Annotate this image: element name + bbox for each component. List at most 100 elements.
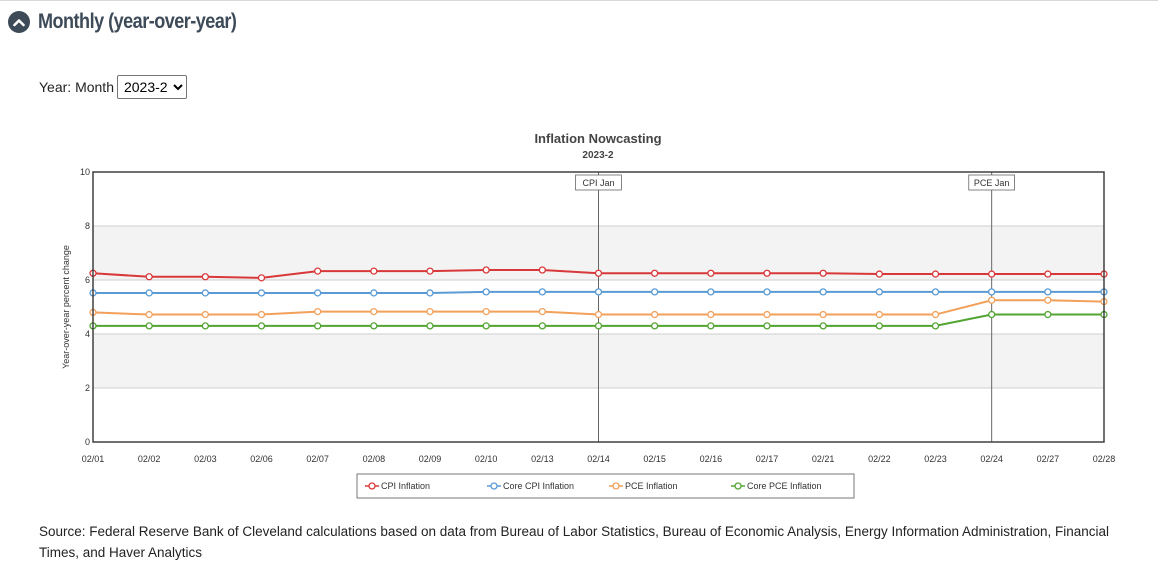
annotation-box [575, 174, 622, 191]
data-point [763, 310, 771, 319]
data-point [201, 322, 209, 330]
data-point [988, 288, 996, 296]
data-point [426, 267, 434, 275]
y-tick-label: 2 [85, 383, 90, 393]
x-tick-label: 02/02 [138, 454, 161, 464]
month-selector: Year: Month 2023-2 [39, 75, 187, 99]
chevron-up-icon[interactable] [8, 11, 30, 33]
data-point [370, 322, 378, 330]
x-tick-label: 02/13 [531, 454, 554, 464]
data-point [314, 267, 322, 275]
x-tick-label: 02/08 [363, 454, 386, 464]
data-point [370, 289, 378, 297]
legend-box [356, 473, 855, 499]
data-point [426, 322, 434, 330]
x-tick-label: 02/27 [1037, 454, 1060, 464]
y-tick-label: 0 [85, 437, 90, 447]
data-point [314, 289, 322, 297]
data-point [482, 288, 490, 296]
data-point [201, 273, 209, 281]
data-point [819, 310, 827, 319]
data-point [875, 288, 883, 296]
x-tick-label: 02/17 [756, 454, 779, 464]
section-title: Monthly (year-over-year) [38, 10, 237, 33]
data-point [314, 307, 322, 316]
data-point [875, 322, 883, 330]
data-point [763, 322, 771, 330]
data-point [201, 289, 209, 297]
data-point [538, 307, 546, 316]
data-point [988, 270, 996, 278]
data-point [651, 322, 659, 330]
data-point [931, 322, 940, 330]
data-point [594, 269, 603, 277]
section-header: Monthly (year-over-year) [8, 10, 269, 34]
data-point [538, 288, 546, 296]
data-point [707, 269, 715, 277]
x-tick-label: 02/03 [194, 454, 217, 464]
data-point [707, 310, 715, 319]
x-tick-label: 02/23 [924, 454, 947, 464]
x-tick-label: 02/16 [700, 454, 723, 464]
data-point [1044, 310, 1052, 319]
x-tick-label: 02/07 [306, 454, 329, 464]
data-point [988, 296, 996, 304]
legend-marker [734, 482, 742, 490]
data-point [819, 322, 827, 330]
data-point [482, 307, 490, 316]
data-point [875, 270, 883, 278]
data-point [988, 310, 996, 319]
data-point [426, 289, 434, 297]
data-point [651, 288, 659, 296]
data-point [257, 274, 266, 282]
x-tick-label: 02/10 [475, 454, 498, 464]
data-point [370, 267, 378, 275]
data-point [370, 307, 378, 316]
data-point [931, 270, 940, 278]
data-point [594, 322, 603, 330]
x-tick-label: 02/21 [812, 454, 835, 464]
data-point [257, 289, 266, 297]
legend-marker [612, 482, 620, 490]
x-tick-label: 02/14 [587, 454, 610, 464]
plot-frame [92, 171, 1105, 443]
y-axis-label: Year-over-year percent change [61, 245, 71, 369]
legend-label: PCE Inflation [625, 481, 678, 491]
data-point [594, 310, 603, 319]
data-point [426, 307, 434, 316]
data-point [763, 288, 771, 296]
legend-marker [490, 482, 498, 490]
data-point [145, 310, 153, 319]
data-point [145, 289, 153, 297]
x-tick-label: 02/06 [250, 454, 273, 464]
data-point [257, 322, 266, 330]
data-point [931, 310, 940, 319]
x-tick-label: 02/24 [980, 454, 1003, 464]
chart-title: Inflation Nowcasting [534, 131, 661, 146]
month-select[interactable]: 2023-2 [116, 75, 187, 99]
data-point [651, 310, 659, 319]
data-point [819, 269, 827, 277]
data-point [651, 269, 659, 277]
x-tick-label: 02/09 [419, 454, 442, 464]
data-point [538, 322, 546, 330]
data-point [594, 288, 603, 296]
annotation-label: CPI Jan [582, 178, 614, 188]
data-point [538, 266, 546, 274]
chart-subtitle: 2023-2 [582, 150, 614, 161]
y-tick-label: 10 [80, 167, 90, 177]
y-tick-label: 4 [85, 329, 90, 339]
x-tick-label: 02/01 [82, 454, 105, 464]
top-divider [0, 0, 1158, 1]
data-point [819, 288, 827, 296]
x-tick-label: 02/28 [1093, 454, 1116, 464]
data-point [257, 310, 266, 319]
data-point [1044, 270, 1052, 278]
data-point [1044, 288, 1052, 296]
x-tick-label: 02/22 [868, 454, 891, 464]
legend-label: CPI Inflation [381, 481, 430, 491]
legend-label: Core PCE Inflation [747, 481, 822, 491]
annotation-label: PCE Jan [974, 178, 1010, 188]
data-point [201, 310, 209, 319]
data-point [707, 322, 715, 330]
